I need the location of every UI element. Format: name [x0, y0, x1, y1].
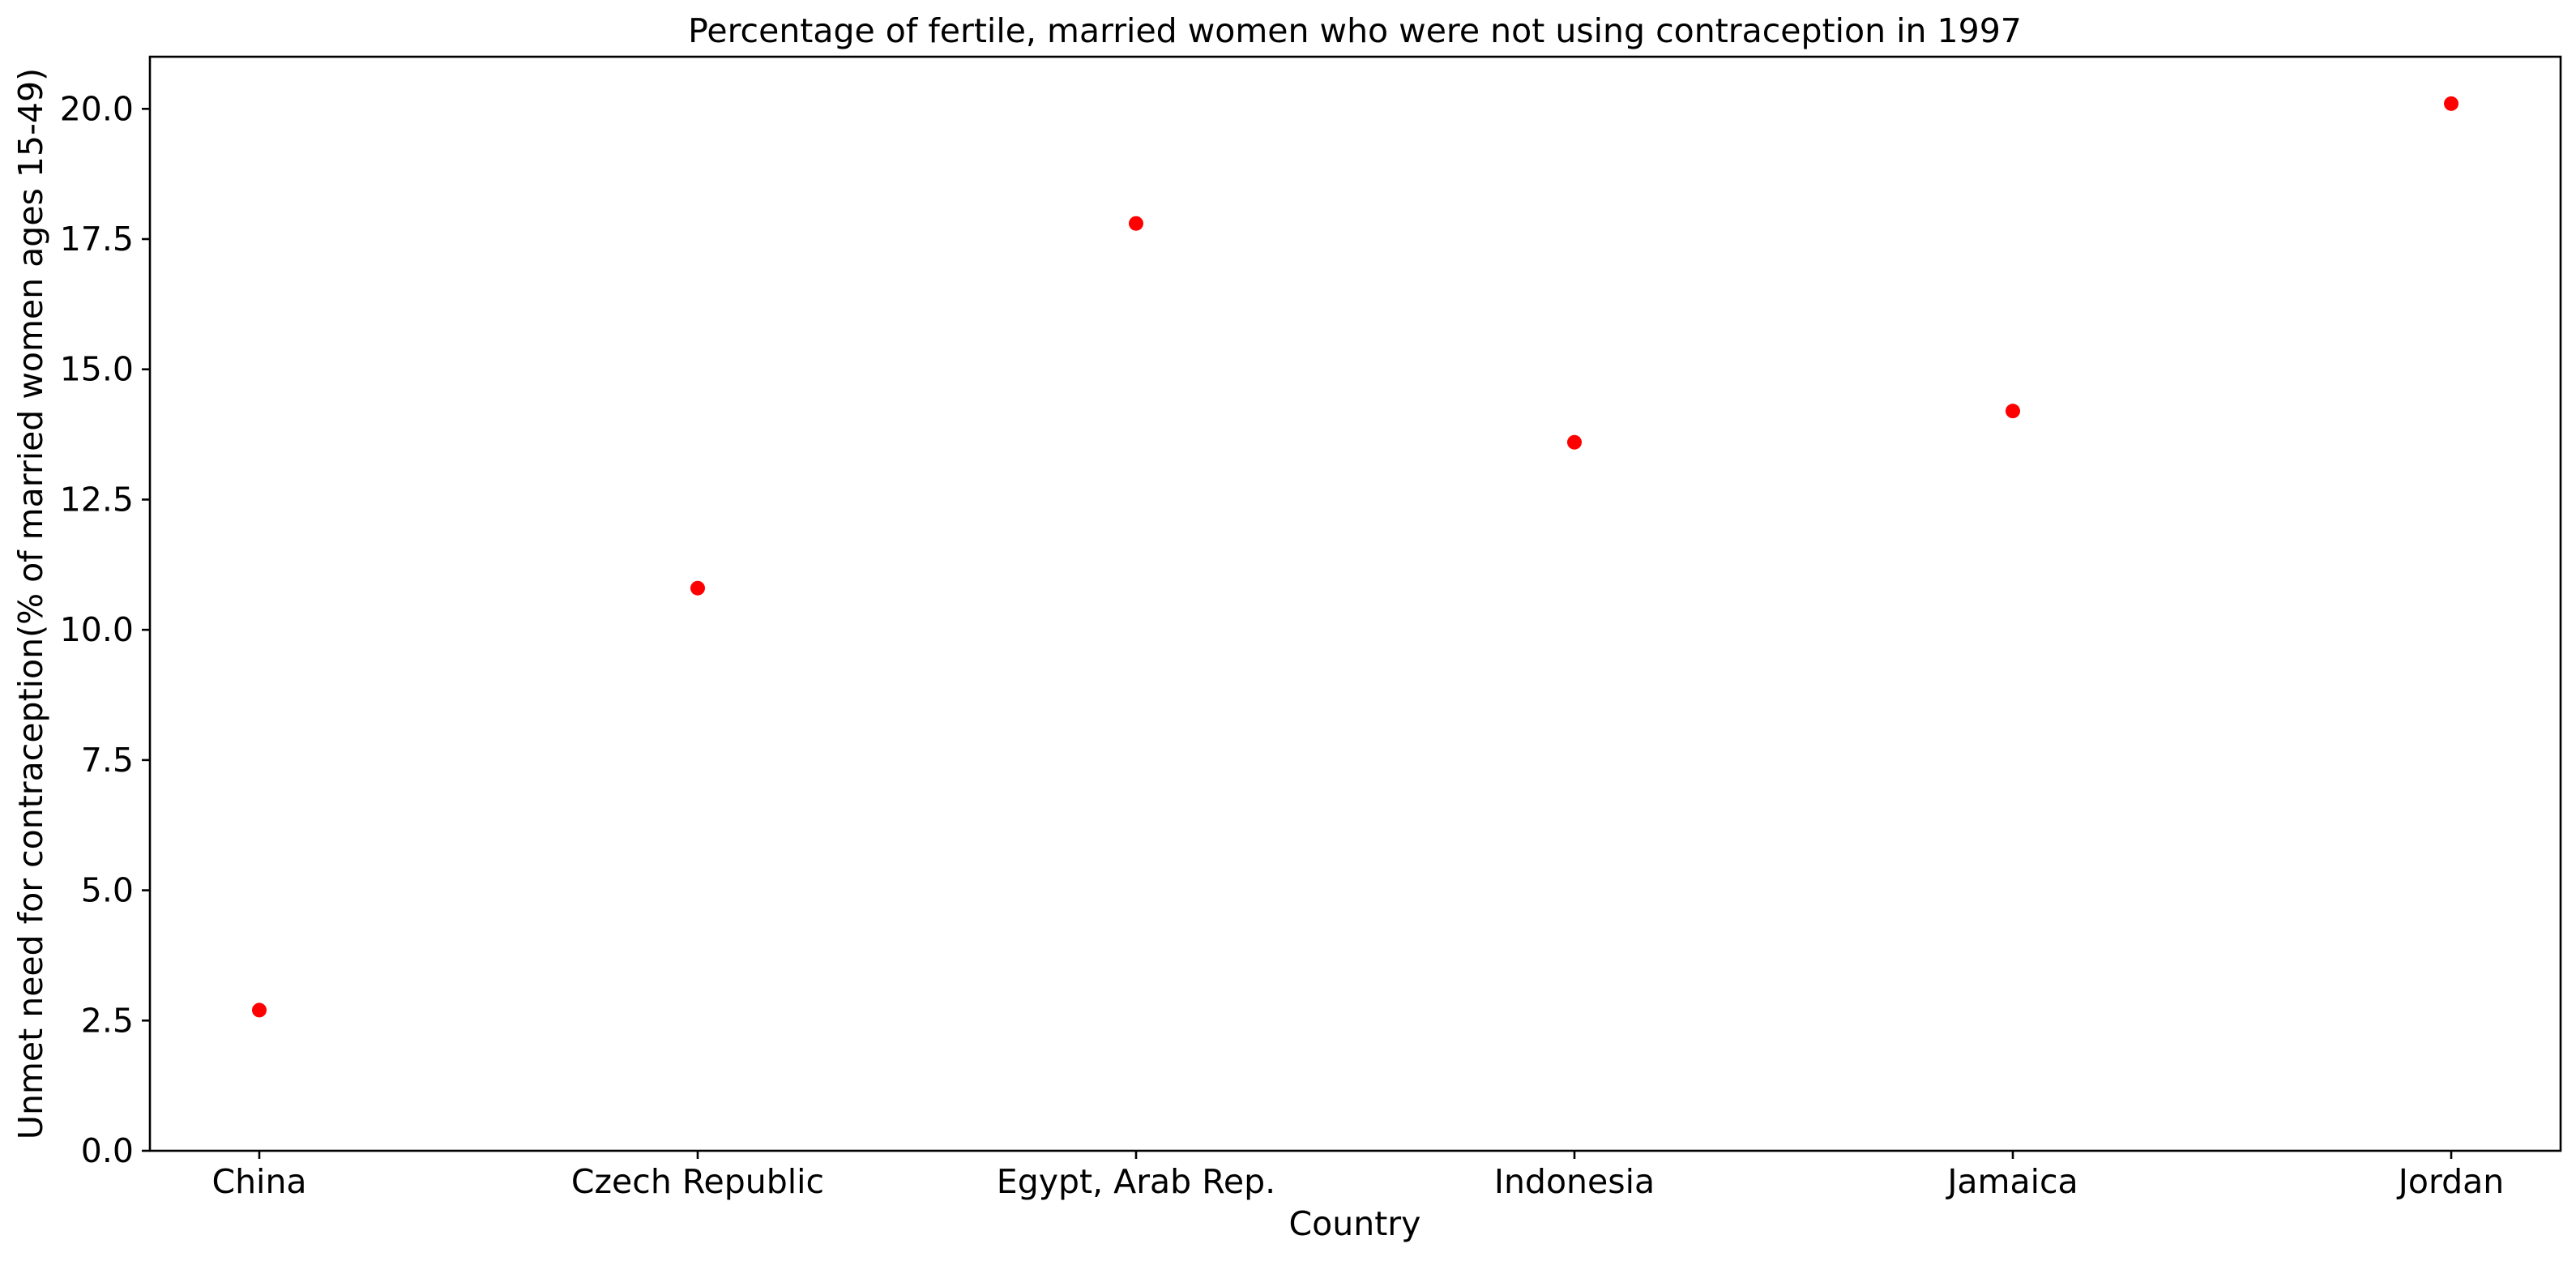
y-tick-label: 12.5: [60, 480, 134, 519]
data-point: [2444, 96, 2459, 111]
x-tick-label: Jamaica: [1945, 1162, 2078, 1201]
x-tick-label: Czech Republic: [571, 1162, 824, 1201]
y-tick-label: 5.0: [81, 871, 134, 910]
y-tick-label: 17.5: [60, 220, 134, 259]
y-tick-label: 2.5: [81, 1001, 134, 1040]
data-points: [252, 96, 2459, 1018]
y-axis-label: Unmet need for contraception(% of marrie…: [11, 68, 50, 1139]
x-tick-label: Jordan: [2396, 1162, 2504, 1201]
data-point: [2006, 404, 2020, 419]
data-point: [252, 1002, 267, 1018]
plot-area: [148, 55, 2562, 1152]
x-tick-label: Egypt, Arab Rep.: [997, 1162, 1275, 1201]
chart-title: Percentage of fertile, married women who…: [688, 11, 2022, 50]
data-point: [1567, 434, 1582, 450]
data-point: [690, 580, 705, 596]
y-tick-label: 15.0: [60, 350, 134, 389]
x-axis: China Czech Republic Egypt, Arab Rep. Indon…: [211, 1151, 2504, 1201]
y-axis: 0.0 2.5 5.0 7.5 10.0 12.5 15.0 17.5 20.0: [60, 89, 150, 1170]
data-point: [1129, 216, 1143, 231]
x-tick-label: Indonesia: [1494, 1162, 1655, 1201]
y-tick-label: 20.0: [60, 89, 134, 128]
x-tick-label: China: [211, 1162, 306, 1201]
y-tick-label: 10.0: [60, 610, 134, 649]
x-axis-label: Country: [1289, 1204, 1421, 1243]
y-tick-label: 7.5: [81, 741, 134, 780]
y-tick-label: 0.0: [81, 1131, 134, 1170]
